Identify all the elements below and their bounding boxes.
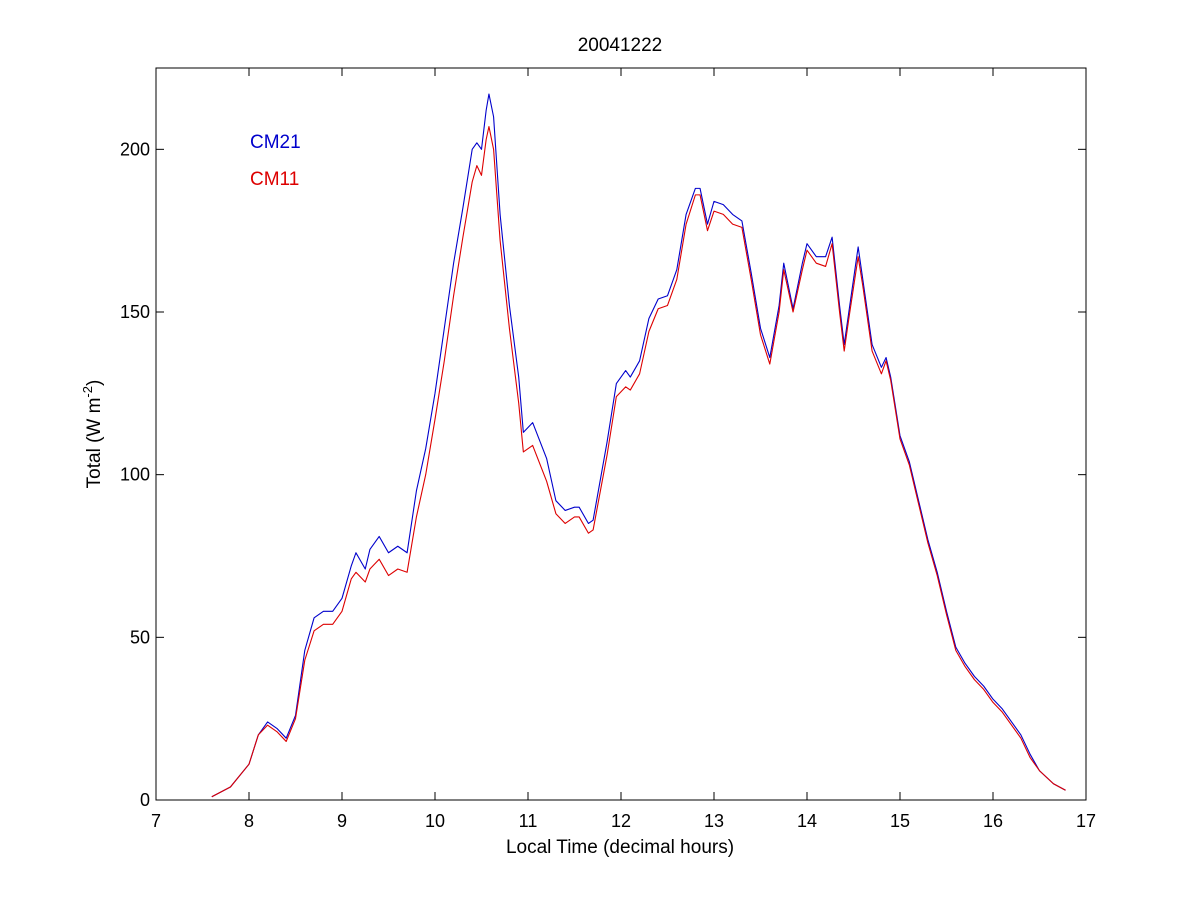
legend-label-cm11: CM11	[250, 169, 299, 190]
series-line-cm11	[211, 126, 1066, 798]
x-tick-label: 16	[983, 811, 1003, 831]
y-tick-label: 200	[120, 139, 150, 159]
series-line-cm21	[211, 93, 1066, 798]
y-tick-label: 50	[130, 627, 150, 647]
chart-title: 20041222	[578, 35, 663, 56]
x-tick-label: 10	[425, 811, 445, 831]
x-tick-label: 15	[890, 811, 910, 831]
y-axis-title-close: )	[84, 380, 105, 386]
y-axis-title-main: Total (W m	[84, 398, 105, 489]
series-lines	[211, 93, 1066, 798]
x-tick-label: 17	[1076, 811, 1096, 831]
y-axis-title-superscript: -2	[80, 386, 95, 398]
y-tick-label: 100	[120, 465, 150, 485]
y-axis-title: Total (W m-2)	[80, 380, 105, 489]
y-tick-label: 0	[140, 790, 150, 810]
x-tick-label: 13	[704, 811, 724, 831]
x-tick-label: 9	[337, 811, 347, 831]
x-tick-label: 11	[519, 811, 538, 831]
x-tick-label: 14	[797, 811, 817, 831]
legend-label-cm21: CM21	[250, 132, 301, 153]
axis-ticks: 7 8 9 10 11 12 13 14 15 16 17 0 50 100 150 200	[120, 68, 1096, 831]
x-tick-label: 12	[611, 811, 631, 831]
y-tick-label: 150	[120, 302, 150, 322]
x-axis-title: Local Time (decimal hours)	[506, 837, 734, 858]
x-tick-label: 8	[244, 811, 254, 831]
x-tick-label: 7	[151, 811, 161, 831]
legend: CM21 CM11	[250, 132, 301, 190]
